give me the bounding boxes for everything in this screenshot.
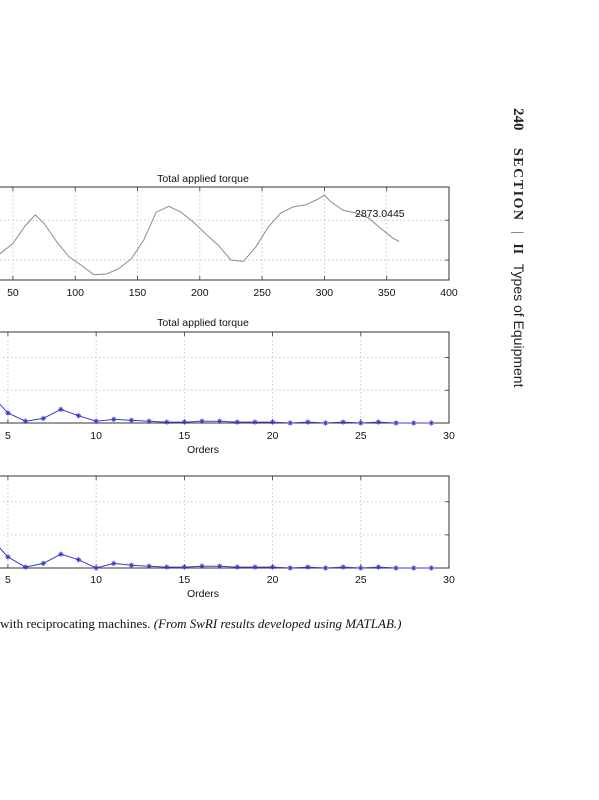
section-title: Types of Equipment [511,263,527,388]
series-line [0,194,400,276]
x-tick-label: 150 [129,287,147,299]
x-tick-label: 350 [378,287,396,299]
chart-torque-time: 50 100 150 200 250 300 350 400 Total applied tor… [0,173,458,299]
x-tick-label: 30 [443,574,455,586]
data-point [111,560,117,566]
x-axis-label: Orders [187,444,219,456]
data-point [40,560,46,566]
x-axis-label: Orders [187,588,219,600]
chart-title: Total applied torque [157,173,249,185]
axes-frame [0,475,450,569]
page-number: 240 [510,108,526,131]
x-tick-label: 50 [7,287,19,299]
x-tick-label: 100 [66,287,84,299]
data-point [5,410,11,416]
x-tick-label: 15 [179,574,191,586]
data-point [411,565,417,571]
data-point [199,563,205,569]
section-label: SECTION [510,148,525,222]
data-point [340,564,346,570]
chart-orders-bottom: 5 10 15 20 25 30 Orders [0,475,455,600]
chart-orders-top: 5 10 15 20 25 30 Total applied torque Orders [0,317,455,456]
data-point [287,420,293,426]
figure-caption: with reciprocating machines. (From SwRI … [0,616,520,632]
data-point [252,419,258,425]
data-point [146,418,152,424]
data-point [234,564,240,570]
series-line [0,547,432,569]
x-tick-label: 5 [5,574,11,586]
x-tick-label: 10 [90,430,102,442]
data-point [40,415,46,422]
data-point [305,564,311,570]
data-point [428,565,434,571]
x-tick-label: 300 [316,287,334,299]
data-point [181,419,187,425]
data-point [58,406,64,412]
data-point [93,418,99,424]
x-tick-label: 250 [253,287,271,299]
data-point [22,418,29,424]
axes-frame [0,331,450,424]
chart-title: Total applied torque [157,317,249,329]
data-point [269,419,276,425]
data-point [217,563,223,569]
data-point [93,565,99,571]
data-point [58,551,64,557]
x-tick-label: 400 [440,287,458,299]
section-separator: | [510,231,525,234]
data-point [199,418,205,424]
data-point [393,420,399,426]
x-tick-label: 20 [267,574,279,586]
running-head: 240 SECTION | II Types of Equipment [509,108,527,388]
data-point [128,417,135,423]
data-point [305,419,311,425]
x-tick-label: 30 [443,430,455,442]
x-tick-label: 20 [267,430,279,442]
data-point [181,564,187,570]
section-number: II [510,243,525,255]
data-point [252,564,258,570]
data-point [358,420,364,426]
x-tick-label: 5 [5,430,11,442]
data-point [75,557,82,563]
figure-charts: 50 100 150 200 250 300 350 400 Total applied tor… [0,173,458,600]
data-point [269,564,276,570]
data-point [340,419,346,425]
caption-source: (From SwRI results developed using MATLA… [153,616,402,631]
data-point [128,562,135,568]
axes-frame [0,186,450,281]
data-point [5,554,11,560]
data-point [146,563,152,569]
data-point [393,565,399,571]
x-tick-label: 25 [355,574,367,586]
data-point [287,565,293,571]
series-line [0,403,432,424]
x-tick-label: 25 [355,430,367,442]
data-point [234,419,240,425]
data-point [428,420,434,426]
data-point [411,420,417,426]
x-tick-label: 10 [90,574,102,586]
data-point [322,565,329,571]
data-point [164,564,170,570]
data-point [111,416,117,422]
x-tick-label: 15 [179,430,191,442]
caption-text: with reciprocating machines. [0,616,151,631]
data-point [75,413,82,419]
x-tick-label: 200 [191,287,209,299]
data-cursor-label: 2873.0445 [355,208,405,220]
data-point [375,419,382,425]
data-point [322,420,329,426]
data-point [164,419,170,425]
data-point [22,564,29,570]
data-point [375,564,382,570]
data-point [358,565,364,571]
data-point [217,418,223,424]
